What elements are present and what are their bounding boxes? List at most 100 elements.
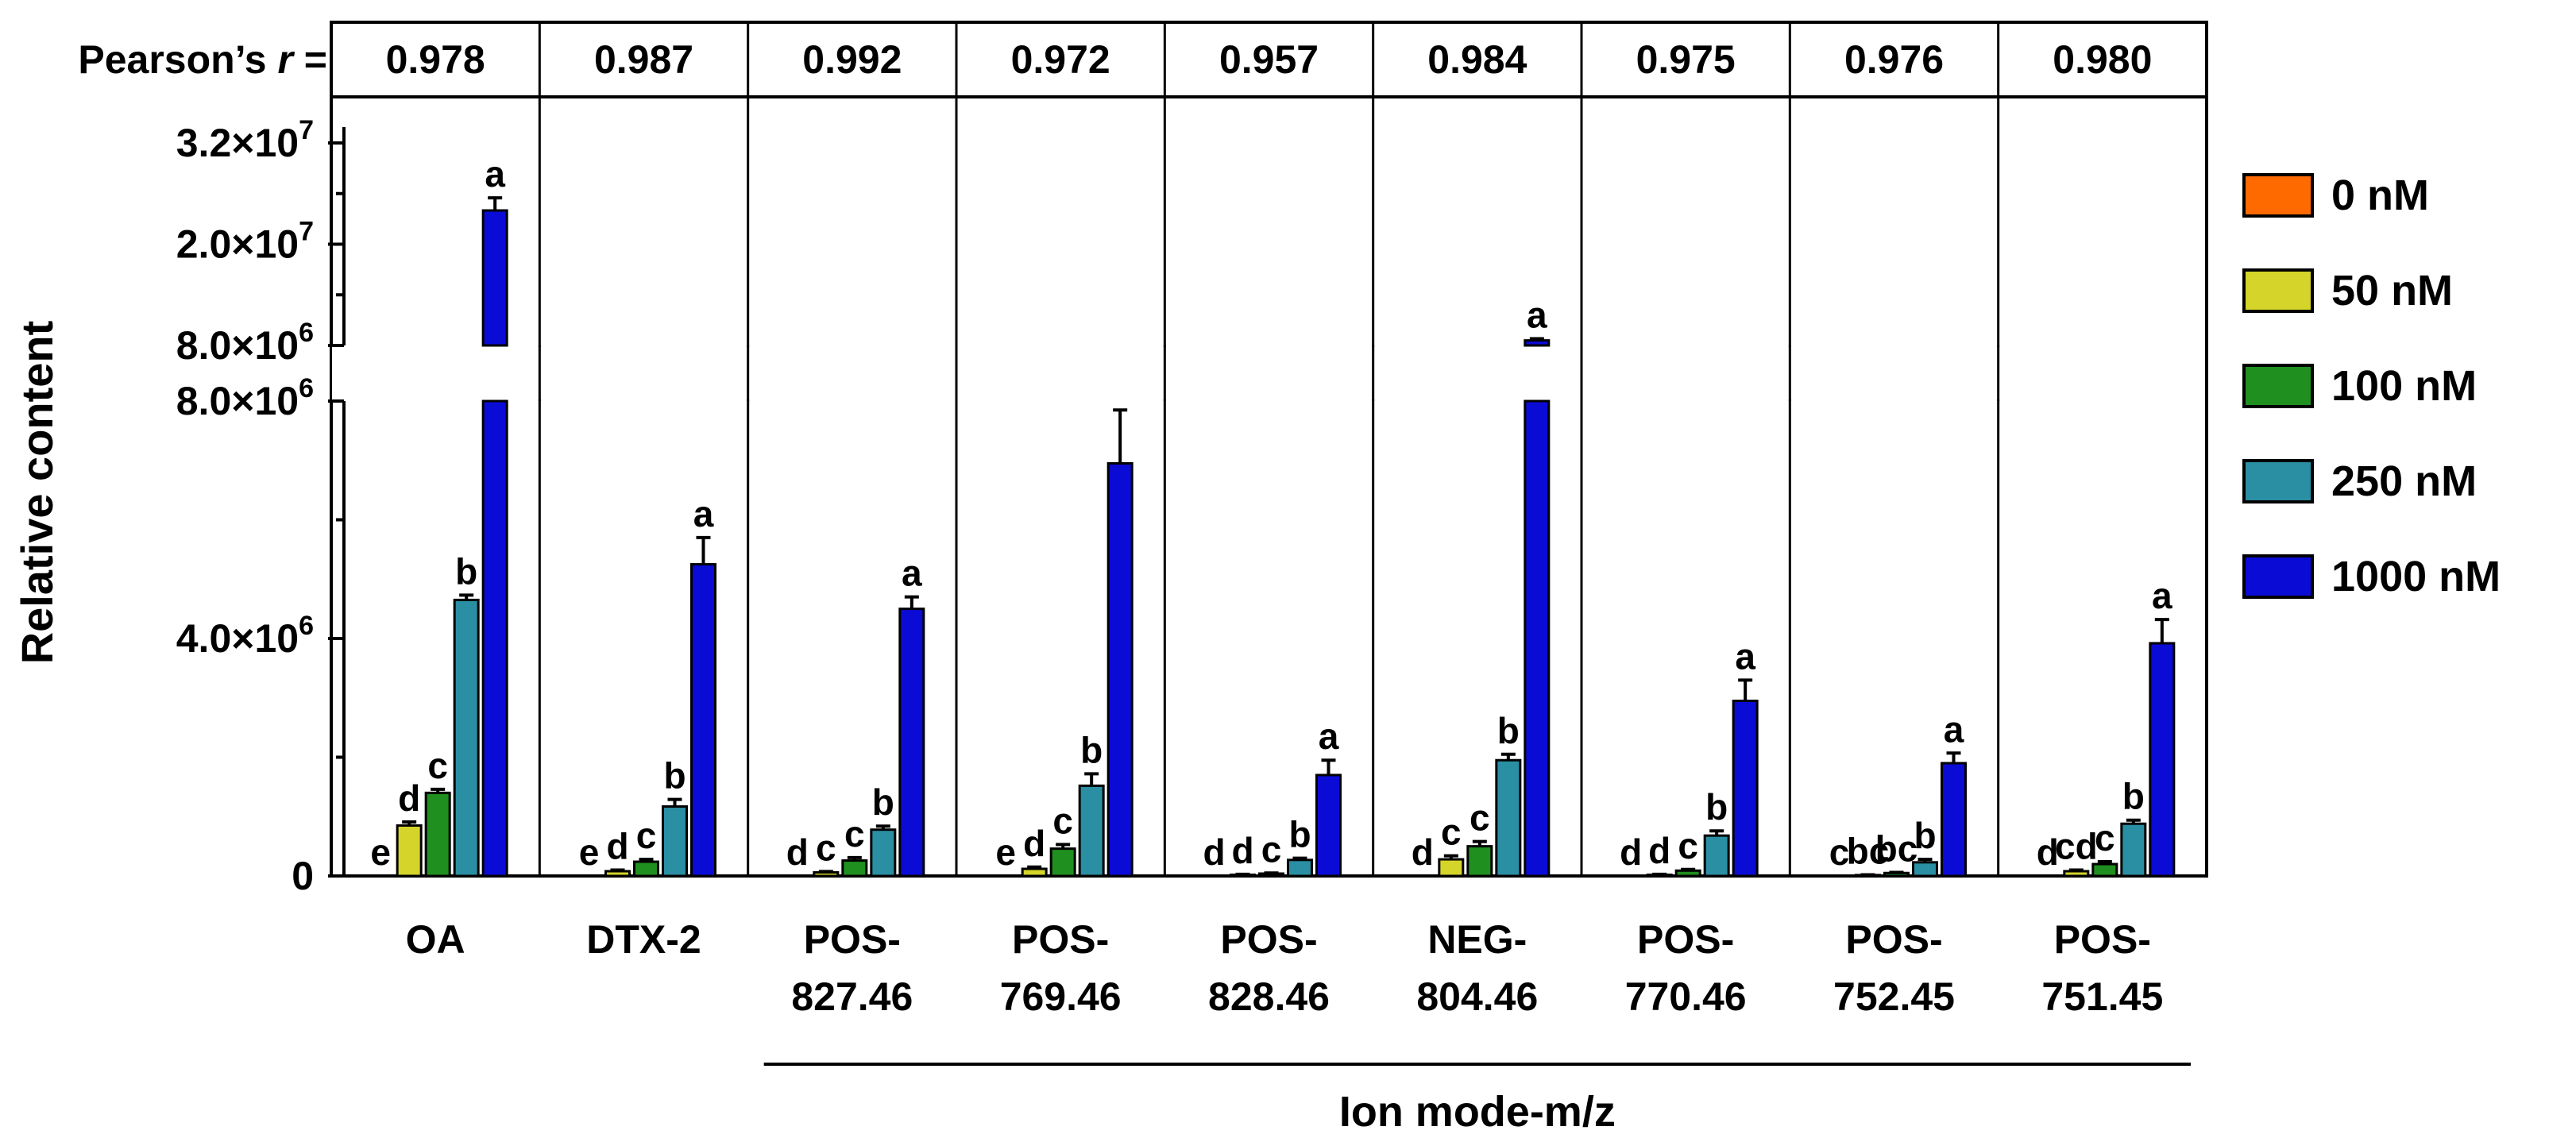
y-tick-label: 2.0×107 (176, 217, 314, 267)
bar (841, 859, 868, 878)
y-tick-label: 3.2×107 (176, 115, 314, 165)
pearson-value: 0.978 (386, 37, 485, 82)
significance-letter: a (693, 493, 714, 534)
bar (898, 608, 925, 878)
plot-frame (330, 95, 2208, 878)
x-tick-label-line2: 804.46 (1416, 974, 1538, 1019)
significance-letter: b (1705, 786, 1728, 828)
legend-swatch (2242, 554, 2314, 599)
y-tick-label-exponent: 7 (299, 115, 314, 145)
significance-letter: d (398, 777, 420, 819)
significance-letter: c (636, 815, 657, 856)
bar (1078, 784, 1105, 878)
bar (1495, 758, 1522, 878)
bar (2091, 862, 2118, 878)
axis-break-gap (332, 347, 2205, 399)
significance-letter: d (1023, 823, 1045, 864)
pearson-value: 0.957 (1219, 37, 1319, 82)
x-tick-label: POS- (2054, 917, 2151, 962)
legend-label: 0 nM (2331, 172, 2429, 219)
bar (1912, 861, 1938, 878)
bar (1732, 699, 1759, 878)
bar (1438, 858, 1465, 878)
significance-letter: d (786, 831, 809, 873)
significance-letter: c (816, 827, 836, 868)
y-tick-label-text: 0 (292, 854, 314, 898)
y-tick-label-exponent: 6 (299, 611, 314, 641)
pearson-label: Pearson’s r = (78, 37, 327, 82)
significance-letter: a (1944, 708, 1964, 750)
significance-letter: a (1319, 716, 1339, 757)
legend-label: 1000 nM (2331, 553, 2501, 600)
significance-letter: d (606, 826, 628, 867)
x-tick-label: POS- (1220, 917, 1317, 962)
significance-letter: a (1735, 635, 1755, 677)
y-tick-label-exponent: 6 (299, 373, 314, 403)
x-tick-label: NEG- (1427, 917, 1527, 962)
significance-letter: e (579, 831, 600, 873)
significance-letter: c (1678, 825, 1698, 866)
legend-label: 100 nM (2331, 362, 2477, 410)
significance-letter: b (455, 550, 477, 592)
significance-letter: bc (1875, 828, 1918, 870)
bar (1674, 869, 1701, 878)
x-tick-label-line2: 752.45 (1833, 974, 1955, 1019)
y-tick-label-text: 8.0×10 (176, 323, 299, 368)
bar (604, 870, 631, 878)
legend-swatch (2242, 459, 2314, 503)
legend-label: 50 nM (2331, 267, 2453, 314)
y-tick-label-text: 8.0×10 (176, 379, 299, 423)
pearson-label-text: Pearson’s (78, 37, 277, 82)
bar (453, 598, 480, 878)
significance-letter: d (1648, 830, 1670, 871)
pearson-value: 0.992 (802, 37, 902, 82)
bar (1287, 858, 1313, 878)
significance-letter: e (370, 831, 391, 873)
significance-letter: a (485, 153, 505, 195)
y-tick-label: 8.0×106 (176, 373, 314, 423)
significance-letter: cd (2055, 826, 2098, 867)
bar-lower-segment (1524, 399, 1551, 878)
x-tick-label: POS- (1012, 917, 1109, 962)
bar-upper-segment (1524, 339, 1551, 347)
bar (662, 805, 688, 878)
pearson-equals: = (293, 37, 327, 82)
y-tick-label-text: 3.2×10 (176, 121, 299, 165)
y-tick-label-text: 2.0×10 (176, 222, 299, 267)
bar (1703, 834, 1730, 878)
y-tick-label-text: 4.0×10 (176, 616, 299, 661)
pearson-value: 0.975 (1636, 37, 1736, 82)
significance-letter: b (1497, 710, 1520, 751)
significance-letter: d (1620, 831, 1642, 873)
pearson-value: 0.972 (1011, 37, 1110, 82)
y-tick-label: 4.0×106 (176, 611, 314, 661)
significance-letter: d (1412, 831, 1434, 873)
x-tick-label-line2: 828.46 (1208, 974, 1330, 1019)
significance-letter: c (1470, 797, 1490, 839)
bar (424, 791, 451, 878)
x-tick-label: POS- (1845, 917, 1942, 962)
y-axis-title: Relative content (12, 321, 62, 665)
bar (1941, 762, 1967, 878)
significance-letter: b (2122, 776, 2145, 817)
legend-swatch (2242, 364, 2314, 408)
x-axis-title: Ion mode-m/z (1339, 1088, 1616, 1136)
legend-swatch (2242, 268, 2314, 313)
pearson-r-symbol: r (277, 37, 295, 82)
pearson-value: 0.976 (1844, 37, 1944, 82)
x-tick-label-line2: 769.46 (1000, 974, 1122, 1019)
significance-letter: d (1203, 831, 1225, 873)
bar (870, 828, 897, 878)
pearson-value: 0.984 (1427, 37, 1527, 82)
legend-label: 250 nM (2331, 457, 2477, 505)
pearson-value: 0.980 (2053, 37, 2152, 82)
y-tick-label: 8.0×106 (176, 318, 314, 368)
significance-letter: bc (1847, 831, 1890, 872)
x-tick-label: POS- (1637, 917, 1734, 962)
bar (2120, 822, 2147, 878)
x-tick-label: POS- (804, 917, 901, 962)
significance-letter: c (1052, 800, 1073, 841)
y-tick-label-exponent: 6 (299, 318, 314, 348)
significance-letter: c (1441, 812, 1462, 853)
